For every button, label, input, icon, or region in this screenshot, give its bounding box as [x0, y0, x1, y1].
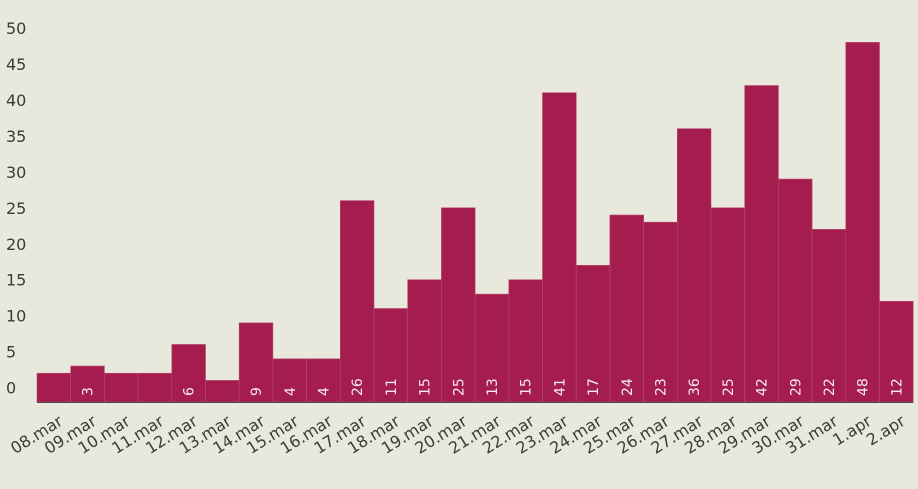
bar-18.mar	[373, 308, 409, 403]
y-tick-label-50: 50	[6, 19, 26, 38]
data-label-16.mar: 4	[316, 387, 332, 396]
y-tick-label-25: 25	[6, 199, 26, 218]
data-label-15.mar: 4	[283, 387, 299, 396]
data-label-18.mar: 11	[384, 378, 400, 396]
y-tick-label-40: 40	[6, 91, 26, 110]
bar-08.mar	[36, 372, 72, 403]
y-tick-label-30: 30	[6, 163, 26, 182]
y-tick-label-35: 35	[6, 127, 26, 146]
y-tick-label-5: 5	[6, 343, 16, 362]
data-label-24.mar: 17	[586, 378, 602, 396]
data-label-2.apr: 12	[889, 378, 905, 396]
data-label-1.apr: 48	[856, 378, 872, 396]
data-label-27.mar: 36	[687, 378, 703, 396]
data-label-14.mar: 9	[249, 387, 265, 396]
bar-24.mar	[575, 265, 611, 403]
data-label-19.mar: 15	[418, 378, 434, 396]
data-label-29.mar: 42	[755, 378, 771, 396]
data-labels: 3 6 9 4 4 26 11 15 25 13 15 41 17 24 23 36 25 42 29 22 48 12	[81, 378, 906, 396]
data-label-25.mar: 24	[620, 378, 636, 396]
y-tick-label-20: 20	[6, 235, 26, 254]
bar-30.mar	[778, 178, 813, 403]
bar-17.mar	[339, 200, 375, 403]
bar-25.mar	[609, 214, 644, 403]
x-axis: 08.mar09.mar10.mar11.mar12.mar13.mar14.m…	[7, 411, 909, 458]
y-tick-label-15: 15	[6, 271, 26, 290]
bar-14.mar	[238, 322, 274, 403]
data-label-17.mar: 26	[350, 378, 366, 396]
data-label-23.mar: 41	[552, 378, 568, 396]
bar-2.apr	[879, 301, 914, 403]
y-tick-label-10: 10	[6, 307, 26, 326]
x-tick-label-2.apr: 2.apr	[863, 411, 909, 449]
bar-12.mar	[171, 344, 206, 403]
bar-29.mar	[744, 85, 779, 403]
y-tick-label-0: 0	[6, 379, 16, 398]
data-label-22.mar: 15	[519, 378, 535, 396]
bar-21.mar	[474, 293, 510, 403]
bar-31.mar	[811, 229, 847, 403]
data-label-12.mar: 6	[182, 387, 198, 396]
bar-27.mar	[676, 128, 712, 403]
bars	[36, 42, 914, 403]
y-tick-label-45: 45	[6, 55, 26, 74]
bar-1.apr	[845, 42, 880, 403]
data-label-31.mar: 22	[822, 378, 838, 396]
bar-23.mar	[542, 92, 577, 403]
bar-26.mar	[643, 221, 678, 403]
bar-15.mar	[272, 358, 307, 403]
bar-20.mar	[441, 207, 476, 403]
bar-10.mar	[104, 372, 139, 403]
data-label-21.mar: 13	[485, 378, 501, 396]
bar-11.mar	[137, 372, 173, 403]
bar-13.mar	[205, 380, 240, 403]
data-label-30.mar: 29	[788, 378, 804, 396]
data-label-26.mar: 23	[653, 378, 669, 396]
data-label-09.mar: 3	[81, 387, 97, 396]
data-label-28.mar: 25	[721, 378, 737, 396]
bar-28.mar	[710, 207, 746, 403]
y-axis: 0 5 10 15 20 25 30 35 40 45 50	[6, 19, 26, 398]
bar-09.mar	[70, 365, 105, 403]
data-label-20.mar: 25	[451, 378, 467, 396]
